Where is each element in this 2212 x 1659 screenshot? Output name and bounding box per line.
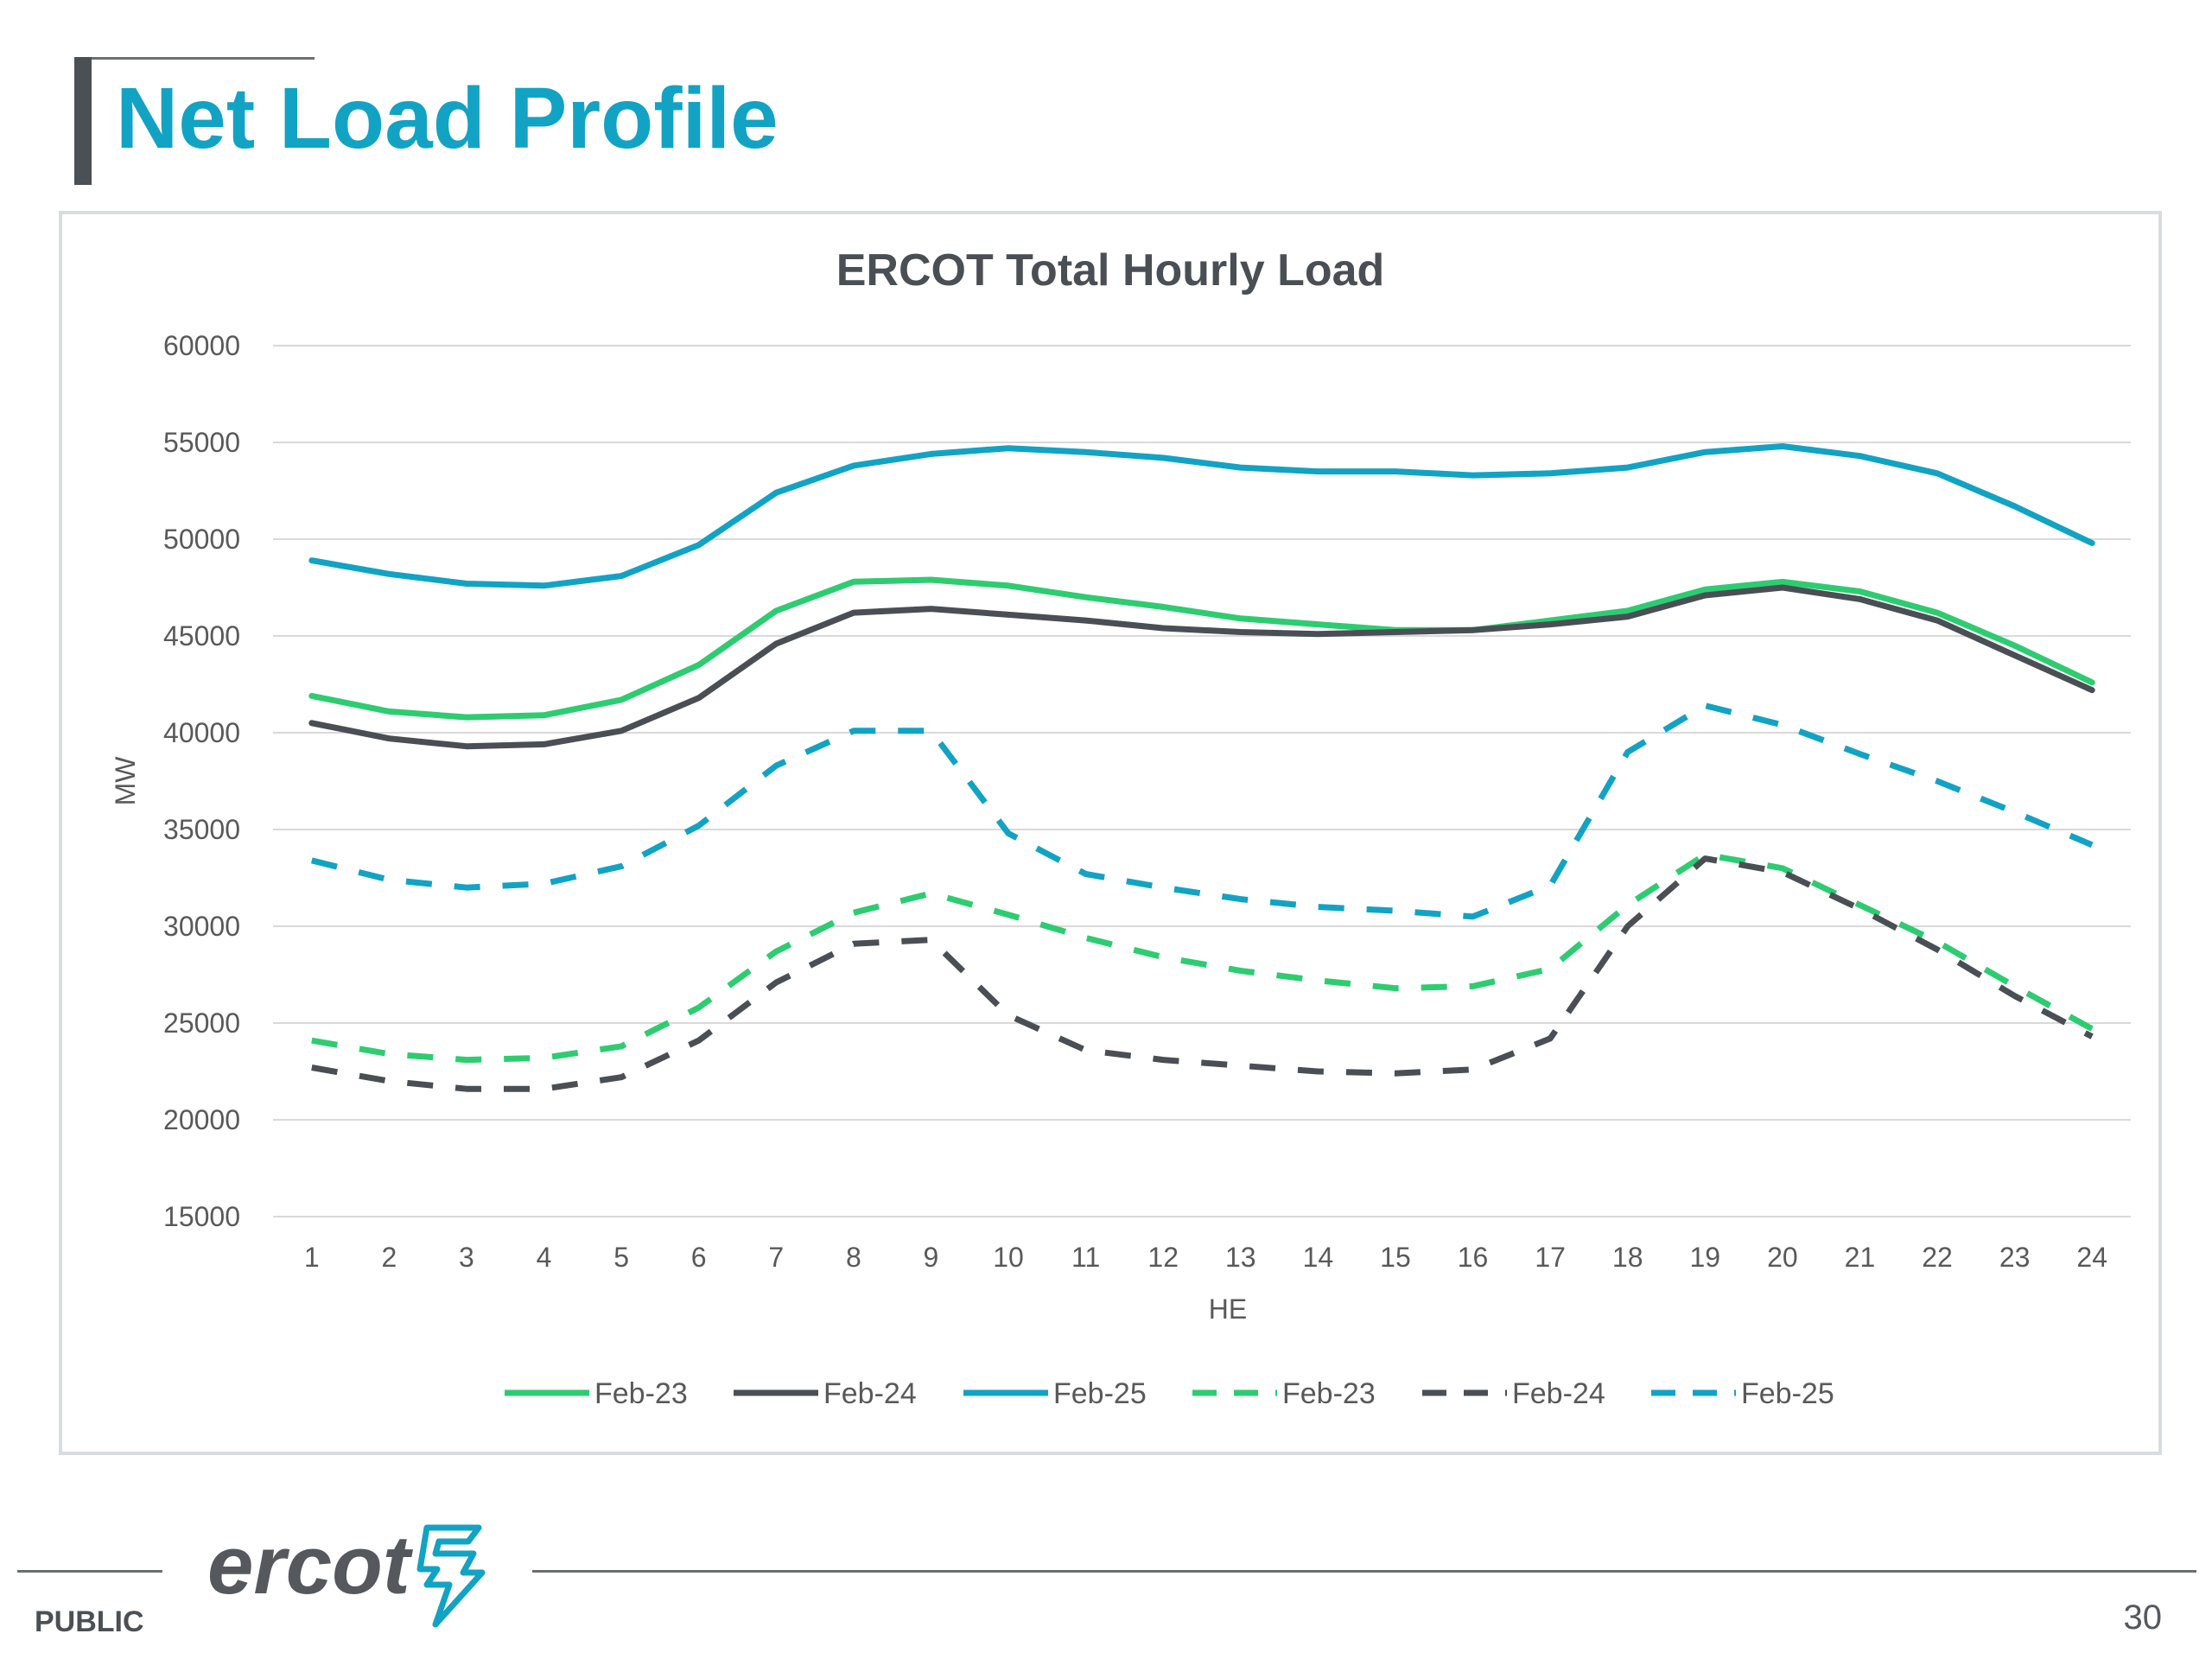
series-line-feb-24-dashed — [311, 855, 2094, 1092]
legend-label: Feb-25 — [1053, 1377, 1147, 1410]
x-tick-label: 16 — [1458, 1242, 1489, 1273]
y-tick-label: 30000 — [163, 911, 240, 942]
chart: ERCOT Total Hourly Load 15000 20000 25000 30… — [110, 245, 2131, 1410]
footer-line-right — [532, 1570, 2196, 1573]
ercot-logo: ercot — [207, 1519, 486, 1628]
series-line-feb-23-solid — [308, 576, 2095, 721]
x-tick-label: 14 — [1303, 1242, 1334, 1273]
x-tick-label: 7 — [768, 1242, 784, 1273]
y-tick-label: 55000 — [163, 427, 240, 458]
logo-bolt-icon — [416, 1524, 486, 1628]
legend-label: Feb-23 — [594, 1377, 688, 1410]
x-tick-label: 4 — [537, 1242, 552, 1273]
chart-frame: ERCOT Total Hourly Load 15000 20000 25000 30… — [59, 211, 2162, 1455]
legend-label: Feb-23 — [1282, 1377, 1376, 1410]
y-tick-label: 25000 — [163, 1007, 240, 1039]
x-tick-label: 23 — [1999, 1242, 2031, 1273]
x-tick-label: 8 — [846, 1242, 861, 1273]
y-tick-label: 15000 — [163, 1201, 240, 1232]
footer-line-left — [17, 1570, 162, 1573]
x-axis-label: HE — [1209, 1294, 1247, 1325]
x-tick-label: 19 — [1689, 1242, 1720, 1273]
series-line-feb-23-dashed — [311, 851, 2094, 1064]
y-tick-label: 40000 — [163, 717, 240, 748]
x-tick-label: 20 — [1767, 1242, 1798, 1273]
x-tick-label: 9 — [924, 1242, 939, 1273]
x-tick-label: 24 — [2076, 1242, 2107, 1273]
logo-text: ercot — [207, 1519, 414, 1611]
x-tick-label: 15 — [1380, 1242, 1411, 1273]
x-tick-label: 2 — [381, 1242, 397, 1273]
x-tick-label: 17 — [1535, 1242, 1566, 1273]
y-axis-label: MW — [110, 756, 141, 806]
legend-label: Feb-24 — [823, 1377, 917, 1410]
page-number: 30 — [2123, 1599, 2163, 1637]
x-tick-label: 12 — [1147, 1242, 1179, 1273]
y-tick-label: 20000 — [163, 1104, 240, 1135]
y-tick-label: 35000 — [163, 814, 240, 845]
x-tick-label: 10 — [993, 1242, 1024, 1273]
title-rule — [74, 57, 315, 60]
x-tick-label: 22 — [1922, 1242, 1953, 1273]
legend-label: Feb-25 — [1741, 1377, 1834, 1410]
series-line-feb-25-solid — [308, 443, 2095, 589]
footer-label: PUBLIC — [35, 1605, 144, 1638]
x-tick-label: 21 — [1845, 1242, 1876, 1273]
x-tick-label: 6 — [691, 1242, 707, 1273]
x-tick-label: 13 — [1225, 1242, 1256, 1273]
x-tick-label: 5 — [613, 1242, 629, 1273]
x-tick-label: 1 — [304, 1242, 320, 1273]
series-line-feb-24-solid — [308, 584, 2095, 750]
slide-title: Net Load Profile — [116, 70, 779, 167]
y-tick-label: 45000 — [163, 620, 240, 652]
chart-title: ERCOT Total Hourly Load — [836, 245, 1385, 296]
x-tick-label: 18 — [1612, 1242, 1643, 1273]
title-accent-bar — [74, 57, 92, 185]
legend-label: Feb-24 — [1512, 1377, 1605, 1410]
x-tick-label: 11 — [1071, 1242, 1100, 1273]
series-line-feb-25-dashed — [310, 702, 2094, 920]
y-tick-label: 50000 — [163, 524, 240, 555]
x-tick-label: 3 — [459, 1242, 474, 1273]
y-tick-label: 60000 — [163, 330, 240, 361]
